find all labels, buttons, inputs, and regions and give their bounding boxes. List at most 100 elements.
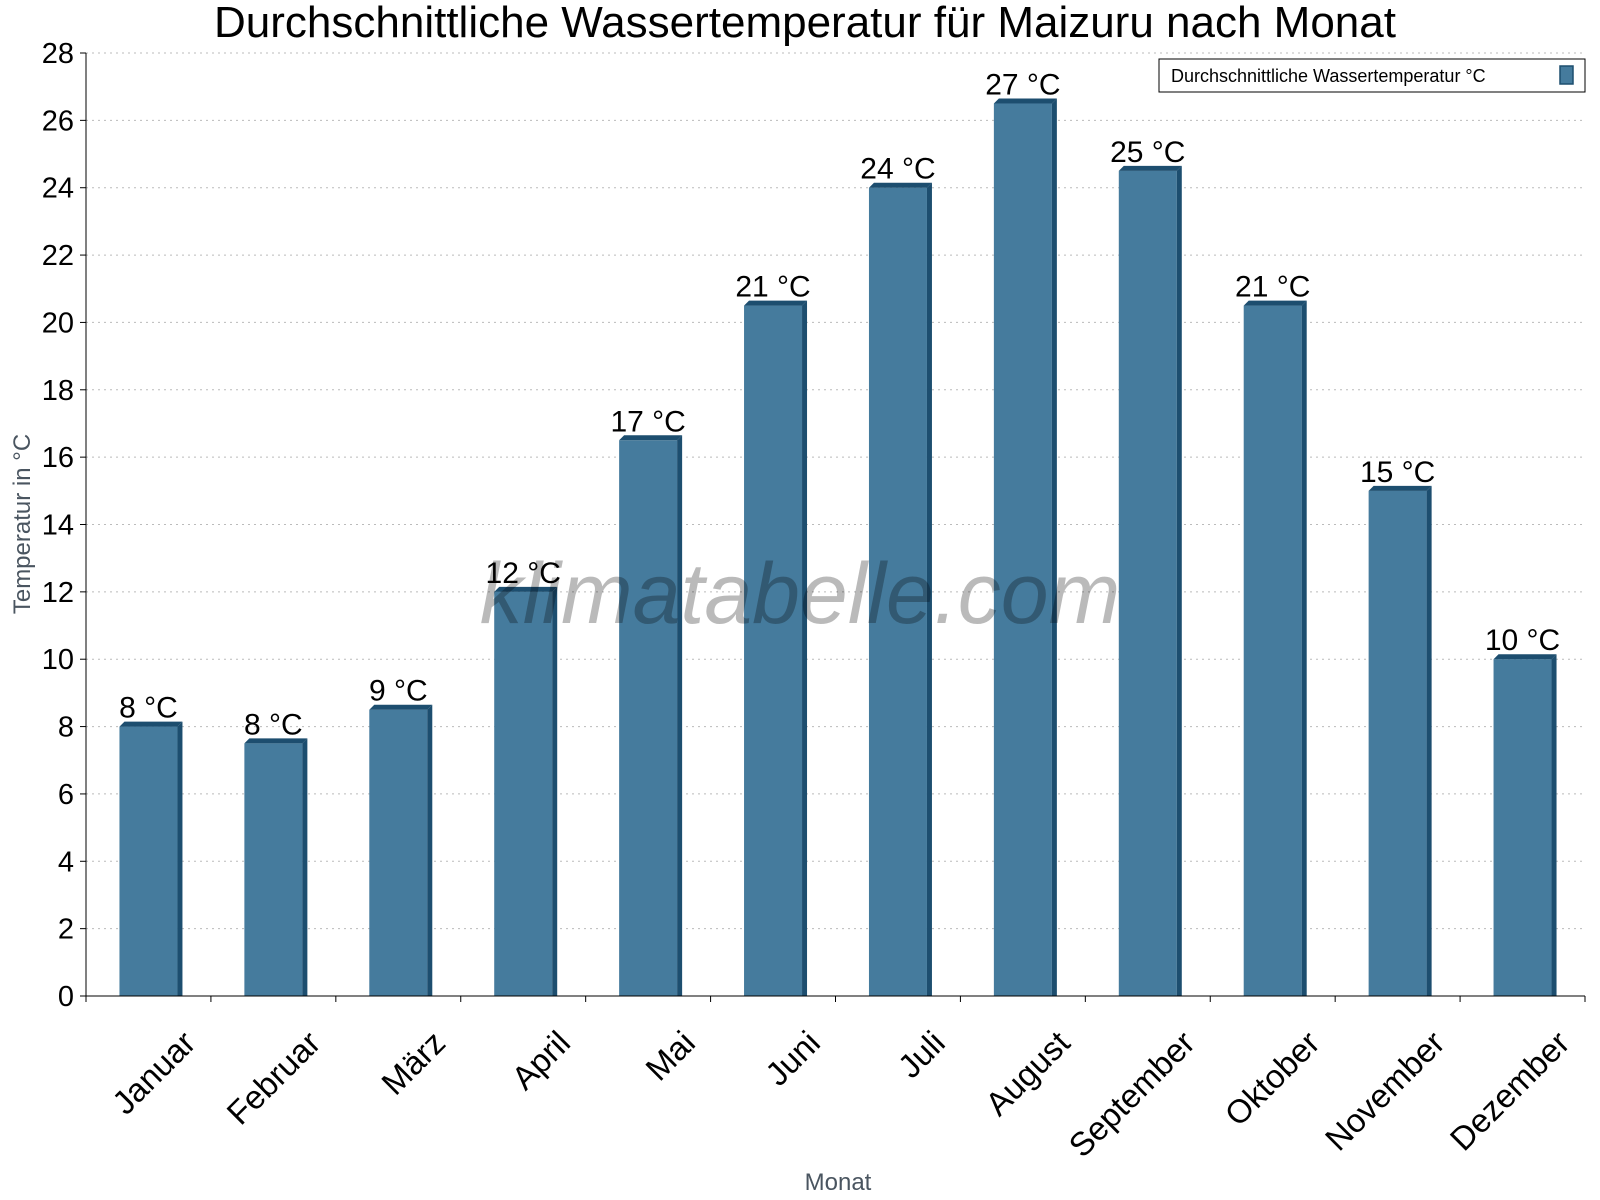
bar: 8 °C <box>119 692 183 996</box>
y-tick-label: 16 <box>42 442 74 474</box>
y-axis-label: Temperatur in °C <box>9 434 36 614</box>
y-tick-label: 24 <box>42 173 74 205</box>
bar: 12 °C <box>486 557 561 996</box>
y-tick-label: 20 <box>42 307 74 339</box>
bar-face <box>119 726 178 996</box>
x-tick-label: September <box>1061 1024 1201 1164</box>
legend: Durchschnittliche Wassertemperatur °C <box>1158 58 1586 93</box>
legend-box <box>1158 58 1586 93</box>
bar-face <box>868 187 927 996</box>
bar: 21 °C <box>1235 271 1310 996</box>
bar-face <box>244 743 303 996</box>
bar-top <box>494 586 558 592</box>
x-tick-label: Juli <box>891 1024 952 1085</box>
bar: 15 °C <box>1360 456 1435 996</box>
bar-top <box>1493 654 1557 660</box>
data-label: 17 °C <box>610 405 685 438</box>
bar-face <box>1118 170 1177 996</box>
data-label: 25 °C <box>1110 136 1185 169</box>
data-label: 8 °C <box>244 708 303 741</box>
chart-title: Durchschnittliche Wassertemperatur für M… <box>214 0 1396 47</box>
y-tick-label: 22 <box>42 240 74 272</box>
y-tick-label: 12 <box>42 577 74 609</box>
y-tick-label: 10 <box>42 644 74 676</box>
data-label: 8 °C <box>119 692 178 725</box>
bar-side <box>177 721 183 996</box>
bar-top <box>619 435 683 441</box>
bar-side <box>552 586 558 996</box>
x-tick-label: März <box>374 1024 452 1102</box>
bar-face <box>619 440 678 996</box>
x-axis-label: Monat <box>805 1169 872 1196</box>
x-tick-label: Oktober <box>1217 1024 1326 1133</box>
legend-swatch <box>1559 65 1574 85</box>
bars: 8 °C 8 °C 9 °C 12 °C 17 °C 21 °C 24 °C 27 °C 25 … <box>119 69 1560 996</box>
bar-top <box>244 738 308 744</box>
bar-side <box>302 738 308 996</box>
data-label: 21 °C <box>735 271 810 304</box>
bar-side <box>677 435 683 996</box>
x-tick-label: Januar <box>105 1024 203 1122</box>
y-tick-label: 6 <box>58 779 74 811</box>
watermark: klimatabelle.com <box>480 546 1120 642</box>
y-tick-label: 4 <box>58 846 74 878</box>
data-label: 10 °C <box>1485 624 1560 657</box>
x-tick-label: Dezember <box>1443 1024 1577 1158</box>
data-label: 9 °C <box>369 675 428 708</box>
bar-side <box>427 704 433 996</box>
bar-face <box>993 103 1052 996</box>
y-tick-label: 2 <box>58 914 74 946</box>
bar: 24 °C <box>860 153 936 996</box>
legend-label: Durchschnittliche Wassertemperatur °C <box>1171 66 1486 86</box>
bar: 8 °C <box>244 708 308 996</box>
bar: 25 °C <box>1110 136 1185 996</box>
data-label: 12 °C <box>486 557 561 590</box>
data-label: 15 °C <box>1360 456 1435 489</box>
bar: 27 °C <box>985 69 1061 996</box>
bar-top <box>993 98 1057 104</box>
x-axis: Januar Februar März April Mai Juni Juli AugustS… <box>85 995 1586 1164</box>
data-label: 24 °C <box>860 153 935 186</box>
bar-face <box>1368 490 1427 996</box>
bar-face <box>1493 659 1552 996</box>
x-tick-label: Februar <box>219 1024 327 1132</box>
bar-top <box>744 300 808 306</box>
y-tick-label: 26 <box>42 105 74 137</box>
y-tick-label: 0 <box>58 981 74 1013</box>
x-tick-label: Juni <box>758 1024 827 1093</box>
bar-face <box>494 591 553 996</box>
bar-face <box>744 305 803 996</box>
bar-side <box>1301 300 1307 996</box>
bar: 17 °C <box>610 405 686 996</box>
bar-face <box>369 709 428 996</box>
bar-top <box>868 182 932 188</box>
y-tick-label: 14 <box>42 510 74 542</box>
bar-side <box>1551 654 1557 996</box>
bar-face <box>1243 305 1302 996</box>
x-tick-label: Mai <box>638 1024 702 1088</box>
bar-side <box>802 300 808 996</box>
bar: 9 °C <box>369 675 433 996</box>
y-tick-label: 8 <box>58 712 74 744</box>
y-tick-label: 28 <box>42 38 74 70</box>
bar-top <box>1243 300 1307 306</box>
x-tick-label: August <box>978 1024 1077 1123</box>
x-tick-label: April <box>504 1024 577 1097</box>
bar-side <box>1051 98 1057 996</box>
grid-lines <box>86 52 1585 930</box>
bar-top <box>119 721 183 727</box>
y-tick-label: 18 <box>42 375 74 407</box>
bar-side <box>1426 485 1432 996</box>
bar-top <box>369 704 433 710</box>
bar-top <box>1368 485 1432 491</box>
bar-top <box>1118 165 1182 171</box>
bar-side <box>1176 165 1182 996</box>
x-tick-label: November <box>1318 1024 1452 1158</box>
data-label: 21 °C <box>1235 271 1310 304</box>
data-label: 27 °C <box>985 69 1060 102</box>
bar: 21 °C <box>735 271 811 996</box>
bar-side <box>926 182 932 996</box>
bar: 10 °C <box>1485 624 1560 996</box>
